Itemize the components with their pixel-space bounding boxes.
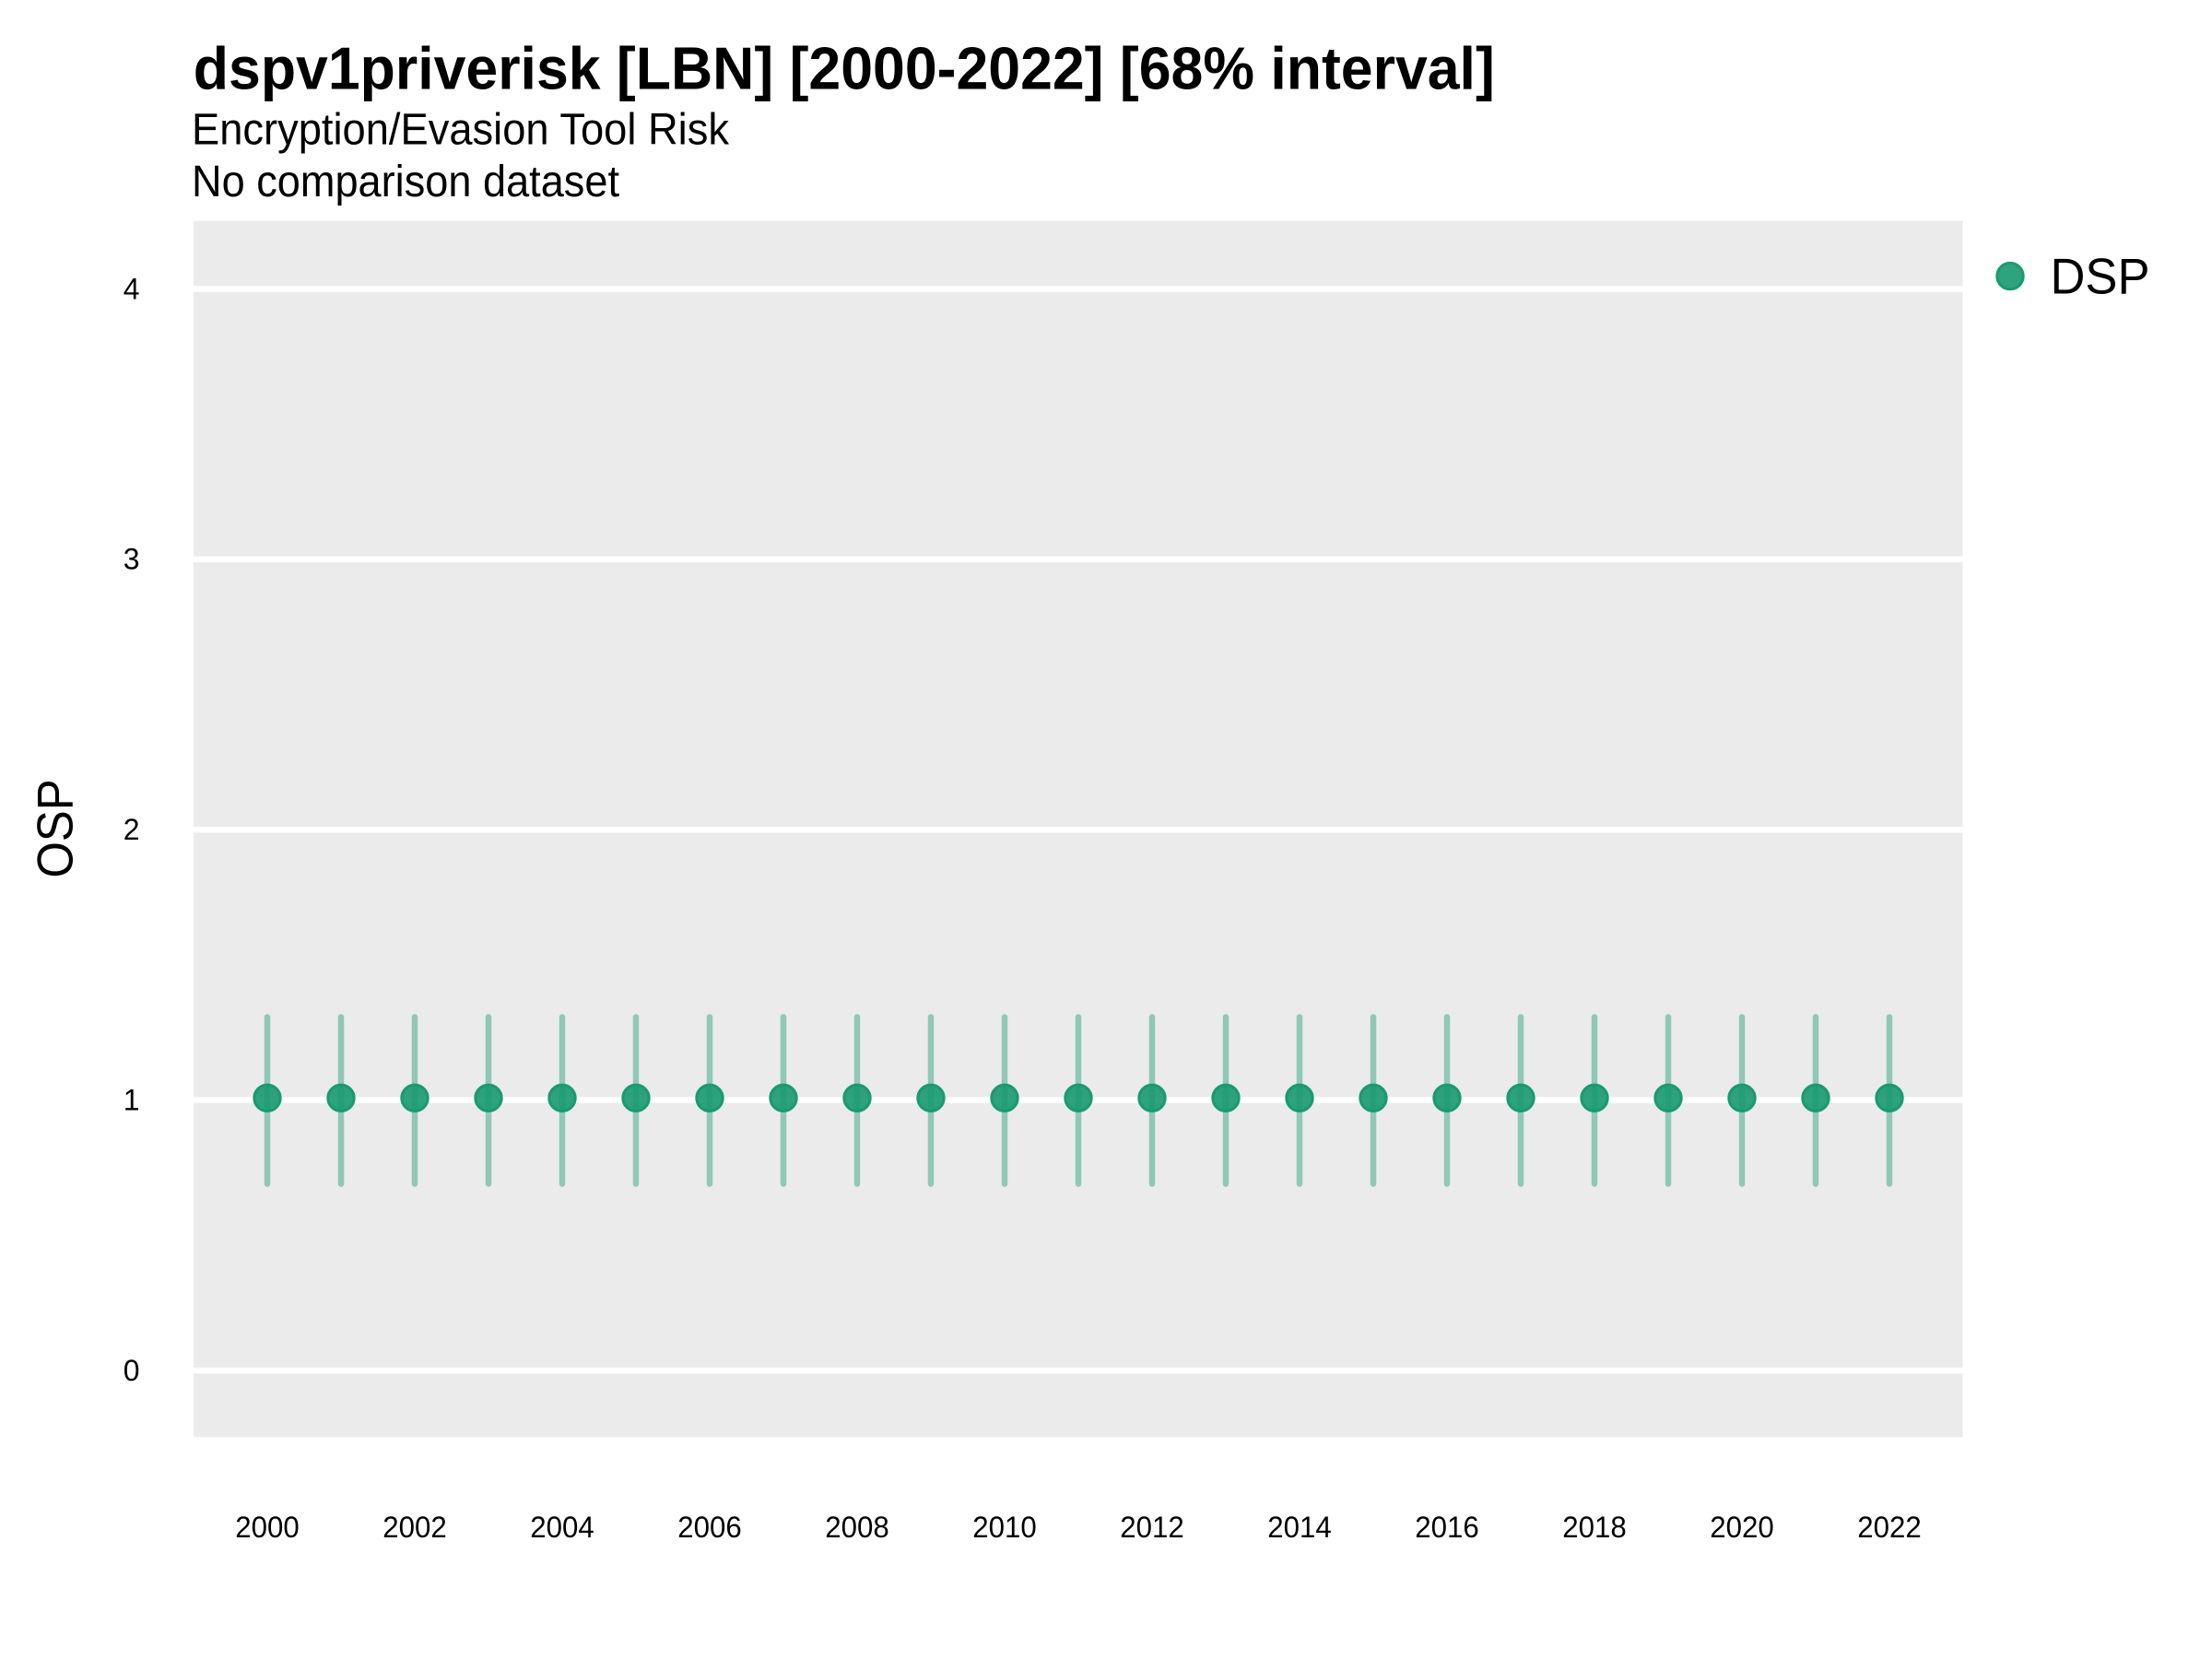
- svg-text:dspv1priverisk [LBN] [2000-202: dspv1priverisk [LBN] [2000-2022] [68% in…: [194, 35, 1495, 102]
- svg-text:2020: 2020: [1710, 1511, 1774, 1544]
- svg-text:2016: 2016: [1415, 1511, 1479, 1544]
- svg-text:DSP: DSP: [2051, 248, 2150, 305]
- svg-text:1: 1: [124, 1083, 140, 1116]
- svg-text:No comparison dataset: No comparison dataset: [192, 158, 619, 206]
- svg-text:Encryption/Evasion Tool Risk: Encryption/Evasion Tool Risk: [192, 106, 730, 155]
- svg-text:2014: 2014: [1267, 1511, 1332, 1544]
- svg-text:2012: 2012: [1120, 1511, 1184, 1544]
- svg-text:4: 4: [124, 272, 140, 305]
- svg-text:2018: 2018: [1562, 1511, 1627, 1544]
- svg-text:2022: 2022: [1857, 1511, 1922, 1544]
- svg-text:2004: 2004: [530, 1511, 594, 1544]
- svg-text:3: 3: [124, 543, 140, 576]
- svg-text:2000: 2000: [235, 1511, 300, 1544]
- svg-text:OSP: OSP: [27, 779, 84, 877]
- svg-text:2010: 2010: [972, 1511, 1037, 1544]
- svg-text:2: 2: [124, 813, 140, 846]
- svg-text:2006: 2006: [677, 1511, 742, 1544]
- svg-text:2008: 2008: [825, 1511, 889, 1544]
- svg-text:2002: 2002: [382, 1511, 447, 1544]
- svg-text:0: 0: [124, 1354, 140, 1387]
